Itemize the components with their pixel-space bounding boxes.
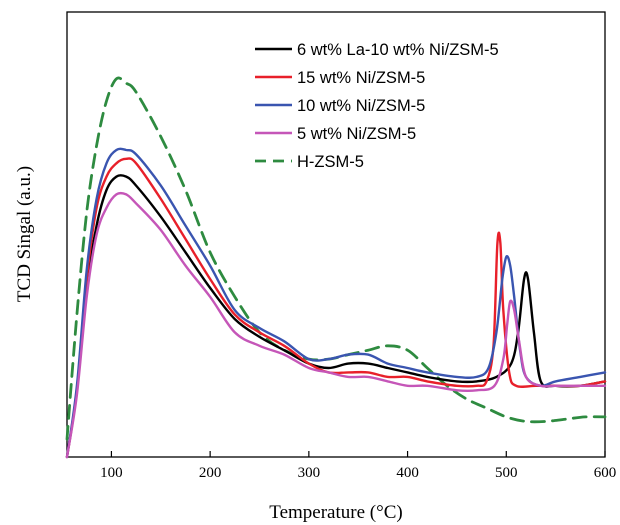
legend-label: 10 wt% Ni/ZSM-5: [297, 97, 425, 115]
x-axis-title: Temperature (°C): [269, 502, 402, 523]
x-tick-label: 600: [594, 465, 617, 481]
series-layer: [65, 76, 607, 459]
series-line-2: [65, 157, 607, 459]
series-line-4: [65, 191, 607, 459]
x-tick-label: 300: [298, 465, 321, 481]
y-axis-title: TCD Singal (a.u.): [14, 166, 35, 302]
legend-label: H-ZSM-5: [297, 153, 364, 171]
x-tick-label: 400: [396, 465, 419, 481]
plot-frame: [66, 11, 606, 458]
x-tick-label: 200: [199, 465, 222, 481]
x-tick-label: 500: [495, 465, 518, 481]
x-ticks: 100 200 300 400 500 600: [100, 451, 616, 481]
series-line-3: [65, 147, 607, 459]
legend: 6 wt% La-10 wt% Ni/ZSM-5 15 wt% Ni/ZSM-5 1…: [255, 41, 499, 171]
legend-label: 6 wt% La-10 wt% Ni/ZSM-5: [297, 41, 499, 59]
legend-label: 5 wt% Ni/ZSM-5: [297, 125, 416, 143]
series-line-1: [65, 174, 607, 459]
x-tick-label: 100: [100, 465, 123, 481]
legend-label: 15 wt% Ni/ZSM-5: [297, 69, 425, 87]
